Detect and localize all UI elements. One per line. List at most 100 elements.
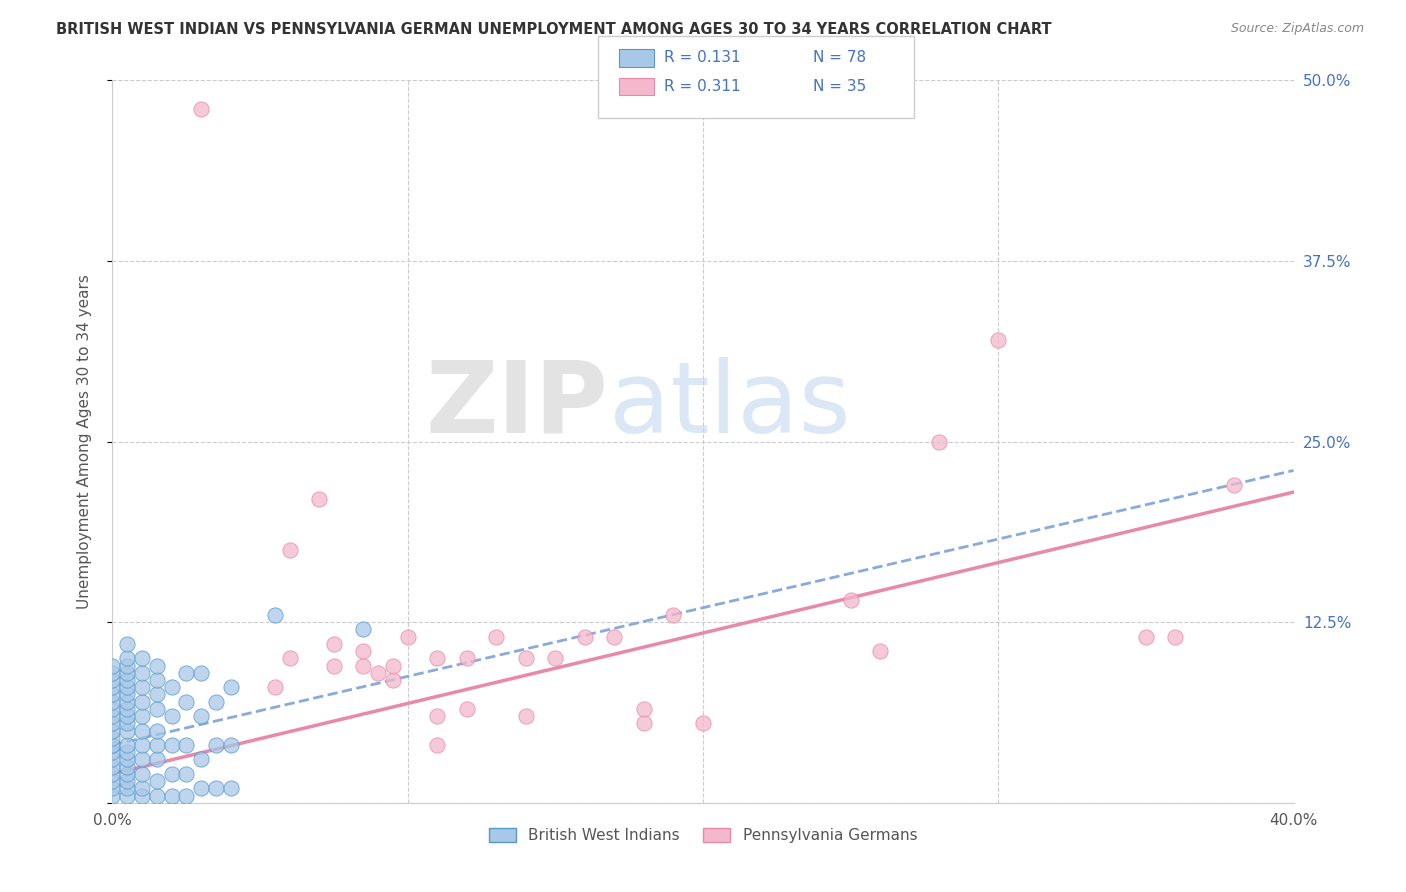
Point xyxy=(485,630,508,644)
Point xyxy=(323,658,346,673)
Point xyxy=(146,658,169,673)
Point xyxy=(146,723,169,738)
Point xyxy=(987,334,1010,348)
Point xyxy=(662,607,685,622)
Text: R = 0.131: R = 0.131 xyxy=(664,51,740,65)
Point xyxy=(117,651,138,665)
Point xyxy=(117,695,138,709)
Point xyxy=(101,673,124,687)
Point xyxy=(146,687,169,701)
Point xyxy=(117,702,138,716)
Point xyxy=(101,789,124,803)
Point xyxy=(219,738,242,752)
Point xyxy=(382,658,405,673)
Point xyxy=(117,781,138,796)
Point xyxy=(160,709,183,723)
Point xyxy=(174,695,197,709)
Point xyxy=(633,702,655,716)
Point xyxy=(219,680,242,694)
Point xyxy=(101,738,124,752)
Point xyxy=(190,781,212,796)
Point xyxy=(131,781,153,796)
Point xyxy=(219,781,242,796)
Text: atlas: atlas xyxy=(609,357,851,454)
Point xyxy=(146,738,169,752)
Point xyxy=(117,673,138,687)
Point xyxy=(101,774,124,789)
Point xyxy=(426,738,449,752)
Point xyxy=(117,752,138,766)
Text: R = 0.311: R = 0.311 xyxy=(664,79,740,94)
Point xyxy=(928,434,950,449)
Point xyxy=(278,651,301,665)
Point xyxy=(160,738,183,752)
Point xyxy=(117,687,138,701)
Point xyxy=(603,630,626,644)
Point xyxy=(146,774,169,789)
Point xyxy=(117,789,138,803)
Point xyxy=(456,702,478,716)
Point xyxy=(515,651,537,665)
Point xyxy=(131,665,153,680)
Legend: British West Indians, Pennsylvania Germans: British West Indians, Pennsylvania Germa… xyxy=(482,822,924,849)
Point xyxy=(205,695,228,709)
Point xyxy=(323,637,346,651)
Point xyxy=(205,738,228,752)
Text: N = 35: N = 35 xyxy=(813,79,866,94)
Point xyxy=(869,644,891,658)
Point xyxy=(101,702,124,716)
Point xyxy=(117,760,138,774)
Point xyxy=(101,731,124,745)
Point xyxy=(515,709,537,723)
Point xyxy=(396,630,419,644)
Point xyxy=(117,637,138,651)
Point xyxy=(101,723,124,738)
Point xyxy=(426,651,449,665)
Point xyxy=(190,752,212,766)
Point xyxy=(160,789,183,803)
Point xyxy=(1164,630,1187,644)
Point xyxy=(574,630,596,644)
Text: Source: ZipAtlas.com: Source: ZipAtlas.com xyxy=(1230,22,1364,36)
Point xyxy=(1135,630,1157,644)
Point xyxy=(117,680,138,694)
Point xyxy=(101,709,124,723)
Point xyxy=(174,767,197,781)
Point xyxy=(117,716,138,731)
Point xyxy=(131,767,153,781)
Point xyxy=(544,651,567,665)
Point xyxy=(308,492,330,507)
Point xyxy=(131,695,153,709)
Point xyxy=(190,102,212,116)
Point xyxy=(367,665,389,680)
Point xyxy=(174,789,197,803)
Point xyxy=(131,680,153,694)
Point xyxy=(278,542,301,557)
Point xyxy=(174,665,197,680)
Point xyxy=(352,658,374,673)
Point xyxy=(101,716,124,731)
Point xyxy=(117,774,138,789)
Point xyxy=(101,760,124,774)
Point xyxy=(117,767,138,781)
Point xyxy=(131,738,153,752)
Point xyxy=(101,658,124,673)
Point xyxy=(352,644,374,658)
Point xyxy=(633,716,655,731)
Point xyxy=(160,767,183,781)
Point xyxy=(174,738,197,752)
Point xyxy=(146,752,169,766)
Point xyxy=(131,709,153,723)
Point xyxy=(101,680,124,694)
Text: N = 78: N = 78 xyxy=(813,51,866,65)
Point xyxy=(160,680,183,694)
Point xyxy=(117,658,138,673)
Point xyxy=(146,789,169,803)
Point xyxy=(117,738,138,752)
Point xyxy=(692,716,714,731)
Point xyxy=(190,709,212,723)
Point xyxy=(101,665,124,680)
Point xyxy=(426,709,449,723)
Point xyxy=(131,651,153,665)
Point xyxy=(101,767,124,781)
